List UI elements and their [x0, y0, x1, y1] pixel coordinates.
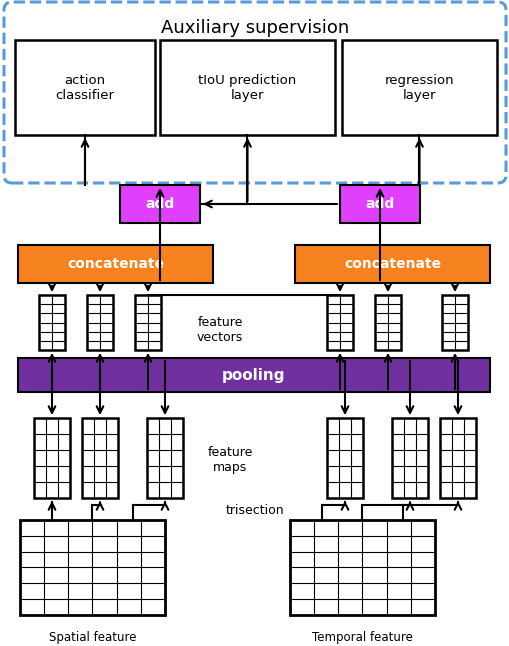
- Bar: [120, 185, 200, 223]
- Bar: [326, 295, 352, 350]
- Bar: [87, 295, 113, 350]
- Bar: [135, 295, 161, 350]
- Text: feature
maps: feature maps: [207, 446, 252, 474]
- Text: feature
vectors: feature vectors: [196, 316, 243, 344]
- Text: tIoU prediction
layer: tIoU prediction layer: [198, 74, 296, 101]
- Text: Auxiliary supervision: Auxiliary supervision: [160, 19, 349, 37]
- Text: concatenate: concatenate: [343, 257, 440, 271]
- Bar: [326, 418, 362, 498]
- Bar: [340, 185, 419, 223]
- Text: regression
layer: regression layer: [384, 74, 454, 101]
- Bar: [290, 520, 434, 615]
- Bar: [439, 418, 475, 498]
- Bar: [82, 418, 118, 498]
- Text: pooling: pooling: [222, 368, 285, 382]
- Bar: [34, 418, 70, 498]
- Bar: [147, 418, 183, 498]
- Text: trisection: trisection: [225, 503, 284, 517]
- Text: concatenate: concatenate: [67, 257, 164, 271]
- Bar: [342, 40, 496, 135]
- Text: action
classifier: action classifier: [55, 74, 115, 101]
- Bar: [18, 245, 213, 283]
- Bar: [294, 245, 489, 283]
- Bar: [160, 40, 334, 135]
- Bar: [441, 295, 467, 350]
- Bar: [39, 295, 65, 350]
- Bar: [15, 40, 155, 135]
- Bar: [20, 520, 165, 615]
- Bar: [374, 295, 400, 350]
- Text: add: add: [364, 197, 394, 211]
- Text: add: add: [145, 197, 174, 211]
- Text: Temporal feature
maps of proposal: Temporal feature maps of proposal: [311, 631, 413, 646]
- Text: Spatial feature
maps of proposal: Spatial feature maps of proposal: [41, 631, 143, 646]
- Bar: [18, 358, 489, 392]
- Bar: [391, 418, 427, 498]
